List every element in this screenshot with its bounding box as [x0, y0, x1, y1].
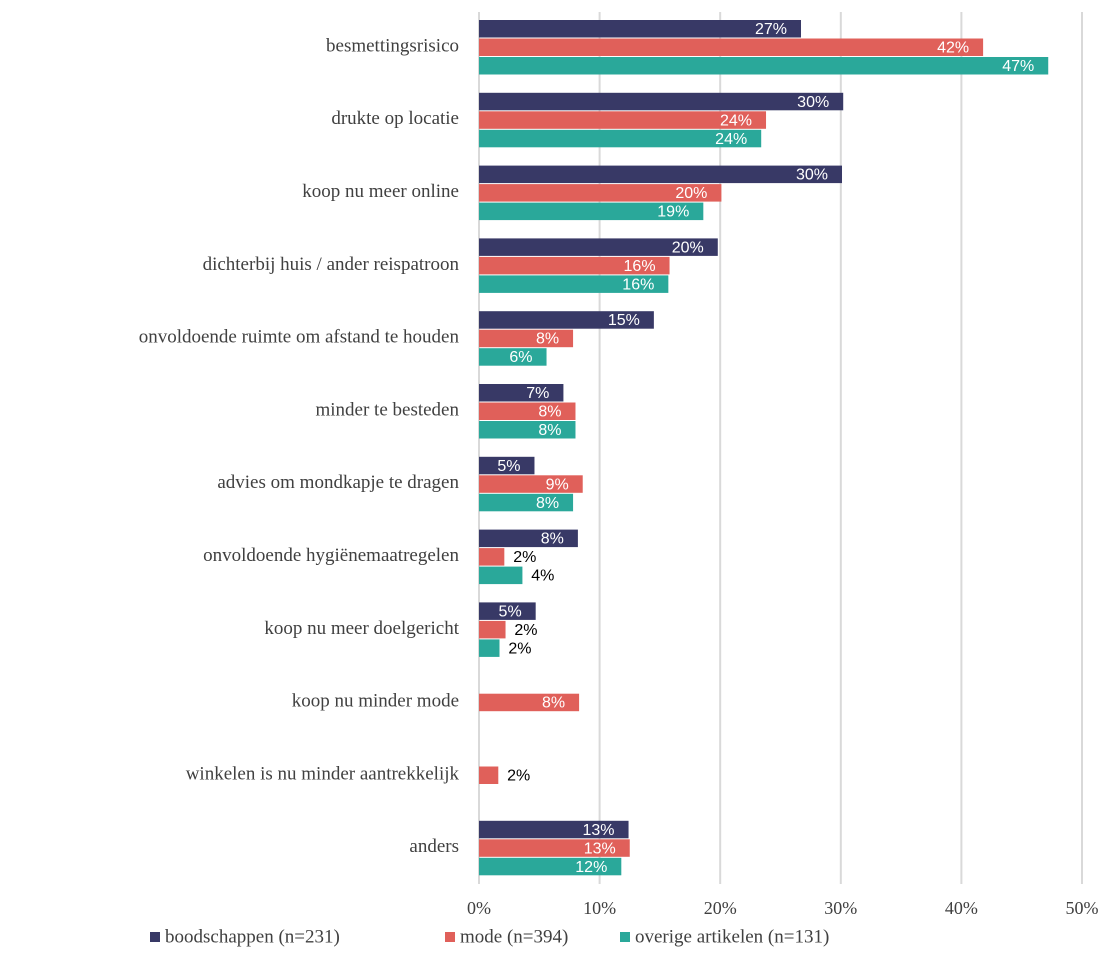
bar — [479, 92, 844, 111]
bar — [479, 329, 574, 348]
x-tick-label: 50% — [1066, 898, 1099, 918]
value-label: 30% — [796, 167, 828, 184]
value-label: 27% — [755, 21, 787, 38]
bar — [479, 493, 574, 512]
category-label: onvoldoende hygiënemaatregelen — [203, 545, 459, 566]
category-label: anders — [409, 836, 459, 857]
bar — [479, 475, 583, 493]
bar — [479, 202, 704, 221]
x-tick-label: 30% — [824, 898, 857, 918]
bar — [479, 602, 536, 620]
value-label: 7% — [526, 385, 549, 402]
bar — [479, 111, 767, 129]
legend-label: boodschappen (n=231) — [165, 926, 340, 947]
value-label: 15% — [608, 312, 640, 329]
bar — [479, 693, 580, 712]
bar — [479, 38, 984, 56]
bar — [479, 256, 670, 275]
bar — [479, 402, 576, 420]
category-label: minder te besteden — [315, 399, 459, 420]
bar — [479, 57, 1049, 75]
legend-swatch — [620, 932, 630, 942]
value-label: 16% — [624, 258, 656, 275]
value-label: 8% — [536, 331, 559, 348]
value-label: 24% — [715, 131, 747, 148]
value-label: 13% — [583, 822, 615, 839]
value-label: 9% — [546, 476, 569, 493]
value-label: 20% — [675, 185, 707, 202]
value-label: 8% — [538, 403, 561, 420]
x-tick-label: 0% — [467, 898, 491, 918]
bar — [479, 129, 762, 148]
bar — [479, 529, 578, 548]
bar — [479, 839, 630, 857]
bar — [479, 311, 654, 329]
category-label: besmettingsrisico — [326, 35, 459, 56]
bar — [479, 421, 576, 439]
value-label: 24% — [720, 112, 752, 129]
category-label: dichterbij huis / ander reispatroon — [203, 254, 460, 275]
category-label: koop nu minder mode — [292, 691, 459, 712]
value-label: 8% — [536, 495, 559, 512]
value-label: 6% — [509, 349, 532, 366]
value-label: 16% — [622, 276, 654, 293]
legend-swatch — [150, 932, 160, 942]
bar — [479, 184, 722, 202]
bar — [479, 548, 505, 566]
value-label: 13% — [584, 840, 616, 857]
value-label: 4% — [531, 568, 554, 585]
bar — [479, 620, 506, 639]
value-label: 5% — [497, 458, 520, 475]
bar — [479, 275, 669, 293]
category-label: koop nu meer online — [302, 181, 459, 202]
x-tick-label: 10% — [583, 898, 616, 918]
bar — [479, 820, 629, 839]
value-label: 20% — [672, 239, 704, 256]
x-tick-label: 40% — [945, 898, 978, 918]
value-label: 42% — [937, 39, 969, 56]
value-label: 2% — [514, 622, 537, 639]
category-label: koop nu meer doelgericht — [264, 618, 459, 639]
category-label: onvoldoende ruimte om afstand te houden — [139, 327, 460, 348]
bar — [479, 165, 843, 184]
value-label: 8% — [538, 422, 561, 439]
bar — [479, 456, 535, 475]
legend-swatch — [445, 932, 455, 942]
value-label: 8% — [541, 531, 564, 548]
category-label: advies om mondkapje te dragen — [217, 472, 459, 493]
bar — [479, 566, 523, 585]
category-label: drukte op locatie — [331, 108, 459, 129]
legend-label: overige artikelen (n=131) — [635, 926, 829, 947]
bar — [479, 766, 499, 784]
bar — [479, 639, 500, 657]
value-label: 2% — [507, 767, 530, 784]
bar — [479, 384, 564, 402]
value-label: 5% — [499, 603, 522, 620]
bar — [479, 20, 802, 38]
value-label: 12% — [575, 859, 607, 876]
value-label: 8% — [542, 695, 565, 712]
legend-label: mode (n=394) — [460, 926, 568, 947]
category-label: winkelen is nu minder aantrekkelijk — [186, 763, 460, 784]
x-tick-label: 20% — [704, 898, 737, 918]
bar — [479, 857, 622, 876]
value-label: 47% — [1002, 58, 1034, 75]
bar — [479, 348, 547, 366]
value-label: 2% — [513, 549, 536, 566]
value-label: 2% — [508, 640, 531, 657]
value-label: 30% — [797, 94, 829, 111]
value-label: 19% — [657, 204, 689, 221]
bar — [479, 238, 718, 256]
